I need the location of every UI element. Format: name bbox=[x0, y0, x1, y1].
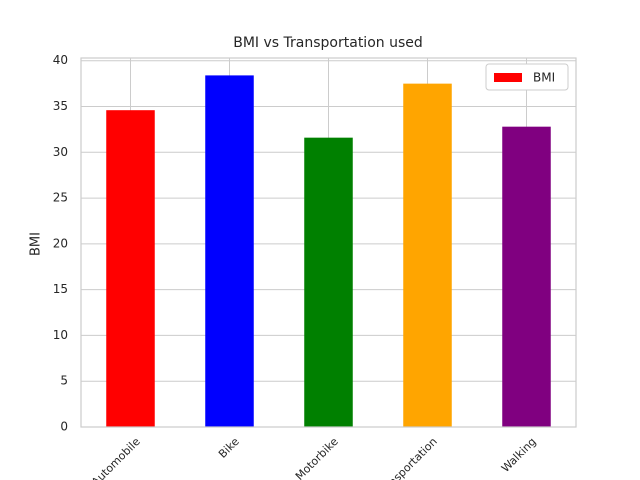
x-tick-label: Bike bbox=[216, 435, 242, 461]
y-tick-label: 5 bbox=[60, 374, 68, 388]
x-tick-label: Automobile bbox=[89, 435, 143, 480]
bar bbox=[205, 75, 254, 427]
x-tick-label: Public_Transportation bbox=[347, 435, 439, 480]
plot-frame bbox=[80, 57, 577, 428]
y-tick-label: 25 bbox=[53, 191, 68, 205]
legend-box bbox=[485, 63, 569, 91]
bar bbox=[106, 110, 155, 427]
legend-label: BMI bbox=[533, 71, 555, 85]
y-tick-label: 35 bbox=[53, 99, 68, 113]
y-tick-label: 0 bbox=[60, 420, 68, 434]
legend-swatch bbox=[494, 73, 522, 82]
x-tick-label: Walking bbox=[499, 435, 539, 475]
bar bbox=[502, 126, 551, 427]
bar bbox=[304, 137, 353, 428]
bar bbox=[403, 83, 452, 427]
y-axis-label: BMI bbox=[29, 232, 44, 256]
chart-title: BMI vs Transportation used bbox=[233, 35, 423, 51]
y-tick-label: 15 bbox=[53, 282, 68, 296]
y-tick-label: 10 bbox=[53, 328, 68, 342]
y-tick-label: 40 bbox=[53, 53, 68, 67]
y-tick-label: 20 bbox=[53, 236, 68, 250]
x-tick-label: Motorbike bbox=[293, 435, 341, 480]
y-tick-label: 30 bbox=[53, 145, 68, 159]
